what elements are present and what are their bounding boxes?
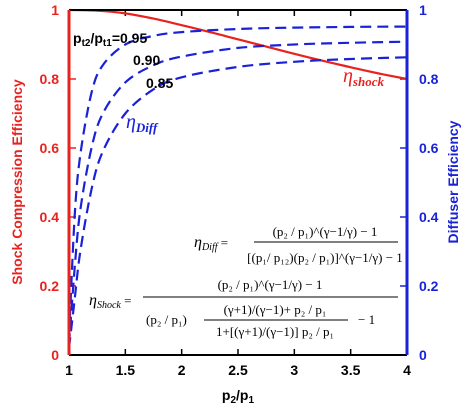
y-right-tick-label: 0.8 bbox=[419, 71, 439, 87]
ticks: 1 1.5 2 2.5 3 3.5 400.20.40.60.8100.20.40.60.8… bbox=[40, 2, 439, 378]
x-tick-label: 3 bbox=[290, 362, 298, 378]
eq-shock-den-tail: − 1 bbox=[358, 312, 375, 327]
y-right-tick-label: 0.2 bbox=[419, 278, 439, 294]
eta-diff-label: ηDiff bbox=[126, 111, 159, 135]
series-line--shock bbox=[68, 8, 408, 81]
x-title: p2/p1 bbox=[222, 387, 255, 406]
eq-shock-lhs: ηShock = bbox=[89, 292, 131, 311]
series-line-0-90 bbox=[67, 40, 408, 345]
y-right-tick-label: 0 bbox=[419, 347, 427, 363]
x-tick-label: 2.5 bbox=[228, 362, 248, 378]
eq-diff-lhs: ηDiff = bbox=[194, 234, 228, 253]
series-line-0-95 bbox=[67, 25, 408, 338]
eq-shock-den-b-den: 1+[(γ+1)/(γ−1)] p₂ / p₁ bbox=[216, 324, 334, 339]
y-left-tick-label: 0.2 bbox=[40, 278, 60, 294]
y-left-tick-label: 0 bbox=[51, 347, 59, 363]
x-tick-label: 1.5 bbox=[116, 362, 136, 378]
y-left-title: Shock Compression Efficiency bbox=[9, 79, 25, 285]
y-right-tick-label: 1 bbox=[419, 2, 427, 18]
series-group bbox=[67, 8, 408, 349]
y-right-tick-label: 0.6 bbox=[419, 140, 439, 156]
ratio-label-085: 0.85 bbox=[146, 75, 173, 91]
y-right-title: Diffuser Efficiency bbox=[445, 120, 461, 243]
x-tick-label: 2 bbox=[178, 362, 186, 378]
equation-shock: ηShock = (p₂ / p₁)^(γ−1/γ) − 1 (p₂ / p₁)… bbox=[89, 277, 398, 339]
series-line-0-85 bbox=[67, 56, 408, 349]
eq-shock-numerator: (p₂ / p₁)^(γ−1/γ) − 1 bbox=[218, 277, 323, 292]
equation-diffuser: ηDiff = (p₂ / p₁)^(γ−1/γ) − 1 [(p₁/ p₁₂)… bbox=[194, 224, 403, 265]
eq-shock-den-a: (p₂ / p₁) bbox=[146, 312, 187, 327]
y-left-tick-label: 0.6 bbox=[40, 140, 60, 156]
x-tick-label: 4 bbox=[403, 362, 411, 378]
y-right-tick-label: 0.4 bbox=[419, 209, 439, 225]
eta-shock-label: ηshock bbox=[343, 65, 384, 89]
y-left-tick-label: 0.4 bbox=[40, 209, 60, 225]
ratio-label-090: 0.90 bbox=[133, 52, 160, 68]
y-left-tick-label: 1 bbox=[51, 2, 59, 18]
eq-diff-numerator: (p₂ / p₁)^(γ−1/γ) − 1 bbox=[273, 224, 378, 239]
x-tick-label: 3.5 bbox=[341, 362, 361, 378]
eq-diff-denominator: [(p₁/ p₁₂)(p₂ / p₁)]^(γ−1/γ) − 1 bbox=[247, 250, 403, 265]
y-left-tick-label: 0.8 bbox=[40, 71, 60, 87]
eq-shock-den-b-num: (γ+1)/(γ−1)+ p₂ / p₁ bbox=[224, 302, 327, 317]
ratio-label-095: pt2/pt1=0.95 bbox=[73, 30, 147, 49]
x-tick-label: 1 bbox=[65, 362, 73, 378]
